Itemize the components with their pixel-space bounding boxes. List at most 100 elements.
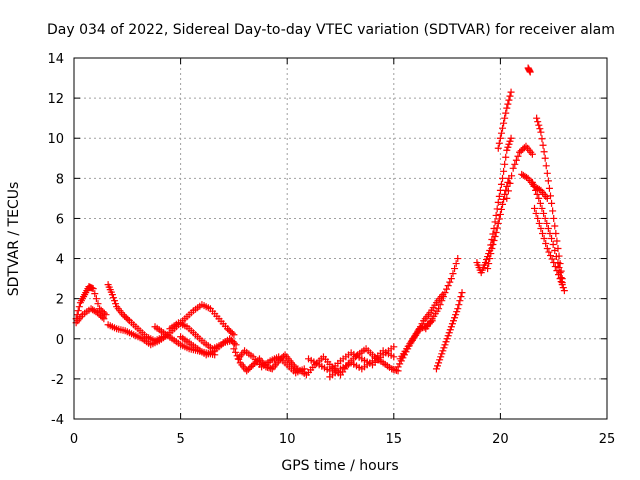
data-point — [531, 204, 539, 212]
data-point — [230, 331, 238, 339]
data-point — [540, 148, 548, 156]
data-point — [512, 156, 520, 164]
data-point — [503, 182, 511, 190]
data-point — [449, 270, 457, 278]
data-point — [549, 207, 557, 215]
data-point — [446, 326, 454, 334]
data-point — [497, 129, 505, 137]
data-point — [249, 361, 257, 369]
data-point — [122, 314, 130, 322]
data-point — [507, 134, 515, 142]
data-point — [487, 250, 495, 258]
x-tick-label: 20 — [492, 432, 509, 447]
x-axis-label: GPS time / hours — [281, 458, 398, 474]
data-point — [436, 356, 444, 364]
data-point — [443, 285, 451, 293]
data-point — [451, 314, 459, 322]
x-tick-label: 15 — [386, 432, 403, 447]
data-point — [549, 241, 557, 249]
data-point — [98, 313, 106, 321]
data-point — [533, 114, 541, 122]
data-point — [551, 263, 559, 271]
data-point — [491, 232, 499, 240]
data-point — [91, 290, 99, 298]
data-point — [231, 348, 239, 356]
data-point — [548, 235, 556, 242]
data-point — [243, 367, 251, 375]
data-point — [496, 134, 504, 142]
data-point — [544, 224, 552, 232]
data-point — [456, 297, 464, 305]
data-point — [556, 275, 564, 283]
data-point — [544, 177, 552, 185]
data-point — [228, 337, 236, 345]
data-point — [227, 328, 235, 336]
data-point — [551, 222, 559, 230]
data-point — [244, 365, 252, 373]
y-tick-label: -4 — [51, 413, 64, 428]
data-point — [247, 362, 255, 370]
data-point — [542, 162, 550, 170]
data-point — [497, 205, 505, 213]
data-point — [537, 128, 545, 136]
data-point — [497, 180, 505, 188]
data-point — [486, 255, 494, 263]
data-point — [447, 275, 455, 283]
data-point — [511, 160, 519, 168]
data-point — [232, 341, 240, 349]
y-tick-label: 4 — [56, 253, 64, 268]
data-point — [490, 237, 498, 245]
data-point — [121, 312, 129, 320]
y-tick-label: 2 — [56, 293, 64, 308]
data-point — [501, 114, 509, 122]
data-point — [92, 295, 100, 303]
data-point — [439, 293, 447, 301]
data-point — [440, 344, 448, 352]
data-point — [543, 169, 551, 177]
data-point — [540, 235, 548, 242]
data-point — [545, 184, 553, 192]
data-point — [503, 146, 511, 154]
data-point — [501, 190, 509, 198]
data-point — [546, 229, 554, 237]
data-point — [504, 100, 512, 108]
data-point — [445, 329, 453, 337]
data-point — [514, 152, 522, 160]
y-tick-label: -2 — [51, 373, 64, 388]
data-point — [453, 308, 461, 316]
data-point — [225, 326, 233, 334]
data-point — [537, 224, 545, 232]
data-point — [112, 300, 120, 308]
data-point — [502, 153, 510, 161]
data-point — [438, 297, 446, 305]
data-point — [446, 278, 454, 286]
data-point — [458, 289, 466, 297]
x-tick-label: 5 — [176, 432, 184, 447]
data-point — [505, 140, 513, 148]
data-point — [543, 219, 551, 227]
data-point — [499, 174, 507, 182]
data-point — [452, 311, 460, 319]
data-point — [390, 343, 398, 351]
data-point — [495, 215, 503, 223]
data-point — [553, 267, 561, 275]
x-tick-labels: 0 5 10 15 20 25 — [70, 432, 615, 447]
data-point — [503, 104, 511, 112]
data-point — [536, 125, 544, 133]
data-point — [444, 282, 452, 290]
data-point — [526, 68, 534, 76]
data-point — [528, 150, 536, 158]
data-point — [481, 259, 489, 267]
data-point — [560, 287, 568, 295]
data-point — [540, 209, 548, 217]
y-tick-label: 8 — [56, 172, 64, 187]
data-point — [89, 285, 97, 293]
y-tick-label: 6 — [56, 212, 64, 227]
data-point — [447, 323, 455, 331]
data-point — [541, 154, 549, 162]
data-point — [500, 167, 508, 175]
data-point — [432, 365, 440, 373]
data-point — [435, 305, 443, 313]
data-point — [494, 198, 502, 206]
data-point — [509, 164, 517, 172]
